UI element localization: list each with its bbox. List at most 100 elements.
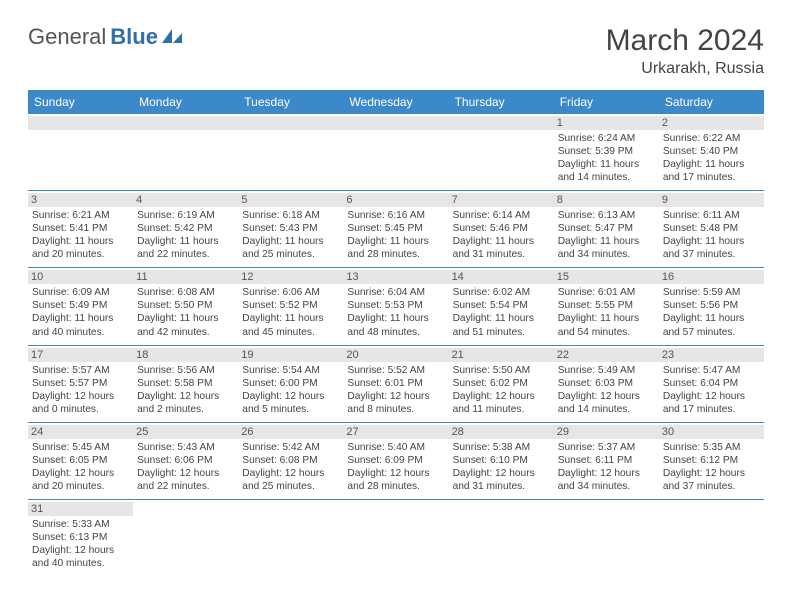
day-cell: 22Sunrise: 5:49 AMSunset: 6:03 PMDayligh… xyxy=(554,345,659,422)
day-detail-line: and 5 minutes. xyxy=(242,403,339,416)
day-number: 4 xyxy=(133,193,238,207)
day-detail-line: Sunset: 5:47 PM xyxy=(558,222,655,235)
col-header-friday: Friday xyxy=(554,90,659,114)
col-header-tuesday: Tuesday xyxy=(238,90,343,114)
day-detail-line: Sunrise: 6:22 AM xyxy=(663,132,760,145)
day-detail-line: Daylight: 12 hours xyxy=(663,390,760,403)
day-detail-line: Sunset: 5:56 PM xyxy=(663,299,760,312)
day-detail-line: Daylight: 11 hours xyxy=(453,235,550,248)
day-detail-line: Sunset: 6:13 PM xyxy=(32,531,129,544)
day-detail-line: Daylight: 12 hours xyxy=(558,390,655,403)
day-detail-line: Sunrise: 6:06 AM xyxy=(242,286,339,299)
day-detail-line: and 40 minutes. xyxy=(32,557,129,570)
day-detail-line: and 37 minutes. xyxy=(663,480,760,493)
day-number: 29 xyxy=(554,425,659,439)
col-header-sunday: Sunday xyxy=(28,90,133,114)
day-detail-line: Sunset: 5:52 PM xyxy=(242,299,339,312)
day-detail-line: Sunset: 5:39 PM xyxy=(558,145,655,158)
day-detail-line: Sunset: 5:48 PM xyxy=(663,222,760,235)
day-cell: 7Sunrise: 6:14 AMSunset: 5:46 PMDaylight… xyxy=(449,191,554,268)
day-detail-line: and 31 minutes. xyxy=(453,248,550,261)
day-detail-line: Sunrise: 5:59 AM xyxy=(663,286,760,299)
day-detail-line: Daylight: 11 hours xyxy=(347,312,444,325)
day-number: 24 xyxy=(28,425,133,439)
day-cell: 15Sunrise: 6:01 AMSunset: 5:55 PMDayligh… xyxy=(554,268,659,345)
calendar-row: 31Sunrise: 5:33 AMSunset: 6:13 PMDayligh… xyxy=(28,499,764,576)
day-detail-line: Sunset: 5:55 PM xyxy=(558,299,655,312)
day-detail-line: Sunset: 6:11 PM xyxy=(558,454,655,467)
day-cell: 1Sunrise: 6:24 AMSunset: 5:39 PMDaylight… xyxy=(554,114,659,191)
day-detail-line: Sunrise: 5:40 AM xyxy=(347,441,444,454)
day-detail-line: Sunrise: 5:33 AM xyxy=(32,518,129,531)
day-cell: 2Sunrise: 6:22 AMSunset: 5:40 PMDaylight… xyxy=(659,114,764,191)
day-cell: 3Sunrise: 6:21 AMSunset: 5:41 PMDaylight… xyxy=(28,191,133,268)
day-detail-line: Sunrise: 5:57 AM xyxy=(32,364,129,377)
day-detail-line: Daylight: 12 hours xyxy=(347,390,444,403)
day-detail-line: Sunrise: 6:14 AM xyxy=(453,209,550,222)
day-cell: 21Sunrise: 5:50 AMSunset: 6:02 PMDayligh… xyxy=(449,345,554,422)
day-cell: 14Sunrise: 6:02 AMSunset: 5:54 PMDayligh… xyxy=(449,268,554,345)
day-detail-line: and 25 minutes. xyxy=(242,480,339,493)
day-number: 11 xyxy=(133,270,238,284)
day-detail-line: Sunset: 5:53 PM xyxy=(347,299,444,312)
logo-text-general: General xyxy=(28,24,106,50)
day-detail-line: and 54 minutes. xyxy=(558,326,655,339)
day-detail-line: Sunrise: 6:09 AM xyxy=(32,286,129,299)
day-detail-line: Daylight: 11 hours xyxy=(242,312,339,325)
day-number: 14 xyxy=(449,270,554,284)
day-detail-line: Sunset: 5:43 PM xyxy=(242,222,339,235)
calendar-row: 3Sunrise: 6:21 AMSunset: 5:41 PMDaylight… xyxy=(28,191,764,268)
day-number: 2 xyxy=(659,116,764,130)
day-detail-line: Sunset: 5:58 PM xyxy=(137,377,234,390)
day-number: 30 xyxy=(659,425,764,439)
day-detail-line: Daylight: 12 hours xyxy=(453,467,550,480)
day-cell: 24Sunrise: 5:45 AMSunset: 6:05 PMDayligh… xyxy=(28,422,133,499)
day-detail-line: Sunrise: 6:04 AM xyxy=(347,286,444,299)
day-detail-line: Daylight: 12 hours xyxy=(453,390,550,403)
day-number: 18 xyxy=(133,348,238,362)
day-number: 26 xyxy=(238,425,343,439)
day-number: 22 xyxy=(554,348,659,362)
day-detail-line: and 14 minutes. xyxy=(558,403,655,416)
day-number-empty xyxy=(28,116,133,130)
day-detail-line: Sunset: 6:06 PM xyxy=(137,454,234,467)
day-detail-line: Sunrise: 6:16 AM xyxy=(347,209,444,222)
day-detail-line: and 11 minutes. xyxy=(453,403,550,416)
day-detail-line: and 45 minutes. xyxy=(242,326,339,339)
day-detail-line: Sunset: 6:02 PM xyxy=(453,377,550,390)
day-number: 9 xyxy=(659,193,764,207)
day-cell: 9Sunrise: 6:11 AMSunset: 5:48 PMDaylight… xyxy=(659,191,764,268)
day-detail-line: Sunrise: 5:47 AM xyxy=(663,364,760,377)
day-number: 19 xyxy=(238,348,343,362)
day-detail-line: and 20 minutes. xyxy=(32,248,129,261)
day-cell: 17Sunrise: 5:57 AMSunset: 5:57 PMDayligh… xyxy=(28,345,133,422)
day-detail-line: Sunset: 6:01 PM xyxy=(347,377,444,390)
month-title: March 2024 xyxy=(606,24,764,58)
day-detail-line: Sunrise: 6:18 AM xyxy=(242,209,339,222)
day-number: 3 xyxy=(28,193,133,207)
day-detail-line: Sunset: 5:46 PM xyxy=(453,222,550,235)
day-detail-line: Daylight: 11 hours xyxy=(663,158,760,171)
day-cell: 26Sunrise: 5:42 AMSunset: 6:08 PMDayligh… xyxy=(238,422,343,499)
day-detail-line: and 17 minutes. xyxy=(663,171,760,184)
day-detail-line: Daylight: 11 hours xyxy=(558,235,655,248)
day-detail-line: Daylight: 11 hours xyxy=(137,235,234,248)
day-number-empty xyxy=(238,116,343,130)
day-detail-line: and 42 minutes. xyxy=(137,326,234,339)
day-detail-line: Daylight: 12 hours xyxy=(347,467,444,480)
day-number: 6 xyxy=(343,193,448,207)
empty-day-cell xyxy=(449,499,554,576)
page-header: GeneralBlue March 2024 Urkarakh, Russia xyxy=(28,24,764,78)
day-detail-line: Sunrise: 5:49 AM xyxy=(558,364,655,377)
location-label: Urkarakh, Russia xyxy=(606,60,764,78)
day-detail-line: Sunset: 5:54 PM xyxy=(453,299,550,312)
day-detail-line: Sunrise: 5:35 AM xyxy=(663,441,760,454)
day-detail-line: Daylight: 12 hours xyxy=(32,467,129,480)
day-detail-line: Sunrise: 6:21 AM xyxy=(32,209,129,222)
col-header-wednesday: Wednesday xyxy=(343,90,448,114)
day-detail-line: and 2 minutes. xyxy=(137,403,234,416)
day-detail-line: Sunset: 6:12 PM xyxy=(663,454,760,467)
day-detail-line: Sunrise: 5:56 AM xyxy=(137,364,234,377)
col-header-saturday: Saturday xyxy=(659,90,764,114)
day-cell: 29Sunrise: 5:37 AMSunset: 6:11 PMDayligh… xyxy=(554,422,659,499)
